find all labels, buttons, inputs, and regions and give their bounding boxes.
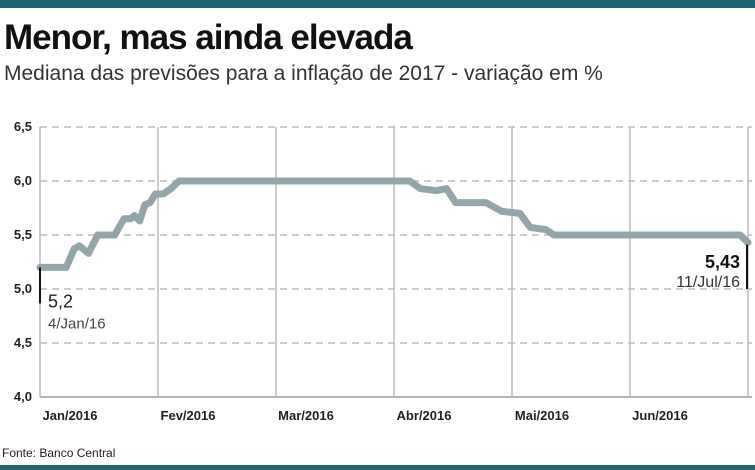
x-tick-label: Fev/2016: [161, 408, 216, 423]
x-tick-label: Mai/2016: [515, 408, 569, 423]
y-tick-label: 6,5: [14, 119, 32, 134]
x-tick-label: Mar/2016: [278, 408, 334, 423]
y-tick-label: 4,0: [14, 389, 32, 404]
top-bar: [0, 0, 755, 8]
series-line: [36, 177, 752, 271]
bottom-bar: [0, 465, 755, 470]
x-tick-label: Jan/2016: [43, 408, 98, 423]
y-tick-label: 6,0: [14, 173, 32, 188]
x-tick-label: Jun/2016: [632, 408, 688, 423]
y-tick-label: 4,5: [14, 335, 32, 350]
y-tick-label: 5,0: [14, 281, 32, 296]
source-note: Fonte: Banco Central: [2, 446, 116, 460]
annotation-end-date: 11/Jul/16: [676, 274, 740, 291]
annotation-start-value: 5,2: [48, 291, 73, 311]
chart-subtitle: Mediana das previsões para a inflação de…: [4, 62, 603, 85]
annotation-start-date: 4/Jan/16: [48, 315, 106, 332]
chart-title: Menor, mas ainda elevada: [4, 18, 413, 57]
x-tick-label: Abr/2016: [397, 408, 452, 423]
y-tick-label: 5,5: [14, 227, 32, 242]
annotation-end-value: 5,43: [705, 252, 740, 272]
